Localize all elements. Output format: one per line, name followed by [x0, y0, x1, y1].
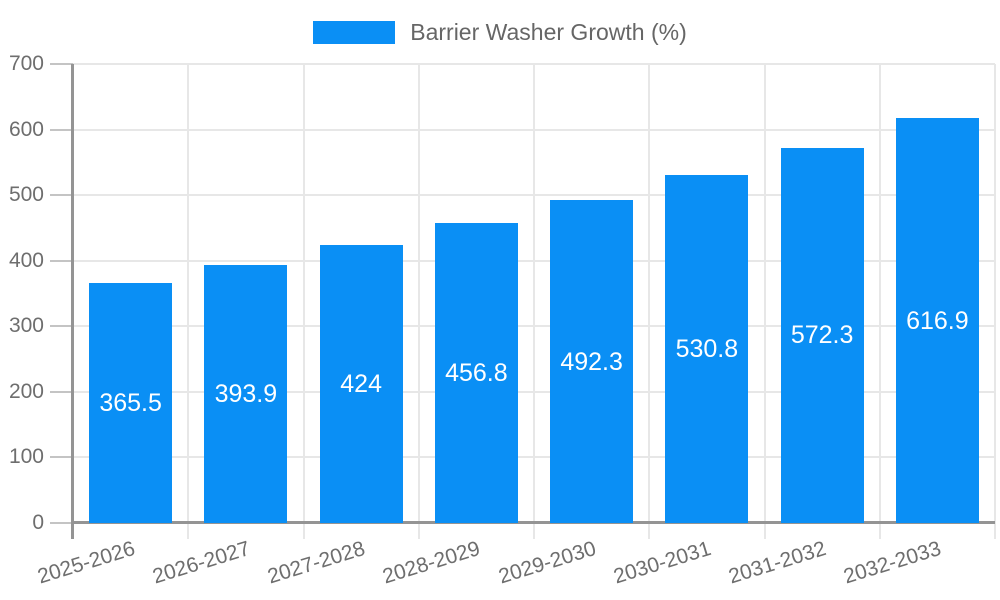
y-axis-tick-label: 700 — [8, 52, 44, 75]
bar — [550, 200, 634, 523]
y-axis-tick-label: 300 — [8, 314, 44, 338]
bar-value-label: 572.3 — [790, 321, 854, 350]
y-axis-tick-label: 0 — [32, 511, 44, 534]
y-axis-tick — [50, 522, 73, 524]
legend: Barrier Washer Growth (%) — [0, 20, 1000, 45]
v-gridline — [533, 64, 535, 539]
y-axis-tick-label: 500 — [8, 183, 44, 207]
v-gridline — [994, 64, 996, 539]
v-gridline — [878, 64, 881, 539]
y-axis-tick — [50, 63, 73, 65]
v-gridline — [302, 64, 305, 539]
v-gridline — [417, 64, 420, 539]
v-gridline — [187, 64, 190, 539]
y-axis-line — [71, 64, 74, 539]
bar-value-label: 492.3 — [560, 347, 623, 376]
legend-swatch — [313, 21, 396, 44]
y-axis-tick — [50, 325, 73, 328]
y-axis-tick — [50, 194, 73, 197]
bar-value-label: 424 — [340, 369, 382, 398]
bar — [434, 223, 518, 523]
bar — [665, 174, 749, 523]
bar-value-label: 456.8 — [445, 359, 508, 388]
y-axis-tick — [50, 128, 73, 131]
y-axis-tick-label: 600 — [8, 117, 44, 141]
y-axis-tick — [50, 456, 73, 459]
x-axis-line — [71, 521, 995, 524]
y-axis-tick — [50, 390, 73, 393]
v-gridline — [763, 64, 766, 539]
bar-value-label: 393.9 — [214, 379, 278, 408]
plot-area: 0 100 200 300 400 500 600 700 365.5 2025-2026 393.… — [9, 52, 996, 588]
bar — [89, 283, 173, 523]
bar-value-label: 365.5 — [99, 389, 162, 418]
y-axis-tick — [50, 259, 73, 262]
bar — [895, 118, 979, 523]
y-axis-tick-label: 200 — [8, 379, 44, 403]
bar — [780, 147, 864, 523]
bar-value-label: 530.8 — [675, 334, 739, 363]
bar — [204, 264, 288, 523]
v-gridline — [648, 64, 651, 539]
y-axis-tick-label: 400 — [8, 248, 44, 272]
bar-value-label: 616.9 — [906, 306, 969, 335]
y-axis-tick-label: 100 — [8, 445, 44, 469]
legend-label: Barrier Washer Growth (%) — [410, 19, 687, 45]
bar — [319, 244, 403, 523]
